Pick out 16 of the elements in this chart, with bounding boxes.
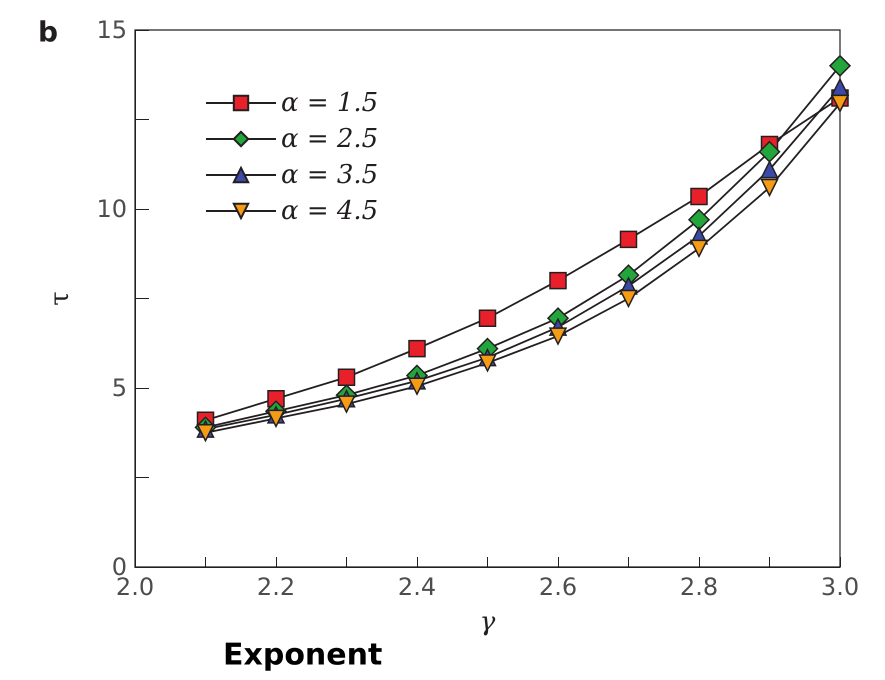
legend-label: α = 1.5 <box>281 88 378 118</box>
x-tick-label: 2.6 <box>538 573 578 601</box>
x-axis-title: γ <box>480 607 496 637</box>
text: b <box>38 16 58 48</box>
y-axis-title: τ <box>45 291 75 306</box>
y-tick-label: 5 <box>112 374 127 402</box>
legend-label: α = 4.5 <box>281 196 378 226</box>
legend-label: α = 3.5 <box>281 160 378 190</box>
x-tick-label: 2.8 <box>680 573 718 601</box>
x-tick-label: 3.0 <box>820 573 860 601</box>
legend-label: α = 2.5 <box>281 124 378 154</box>
y-tick-label: 10 <box>96 195 127 223</box>
x-tick-label: 2.2 <box>256 573 296 601</box>
text: Exponent <box>223 638 382 672</box>
y-tick-label: 15 <box>96 16 127 44</box>
x-tick-label: 2.4 <box>398 573 436 601</box>
